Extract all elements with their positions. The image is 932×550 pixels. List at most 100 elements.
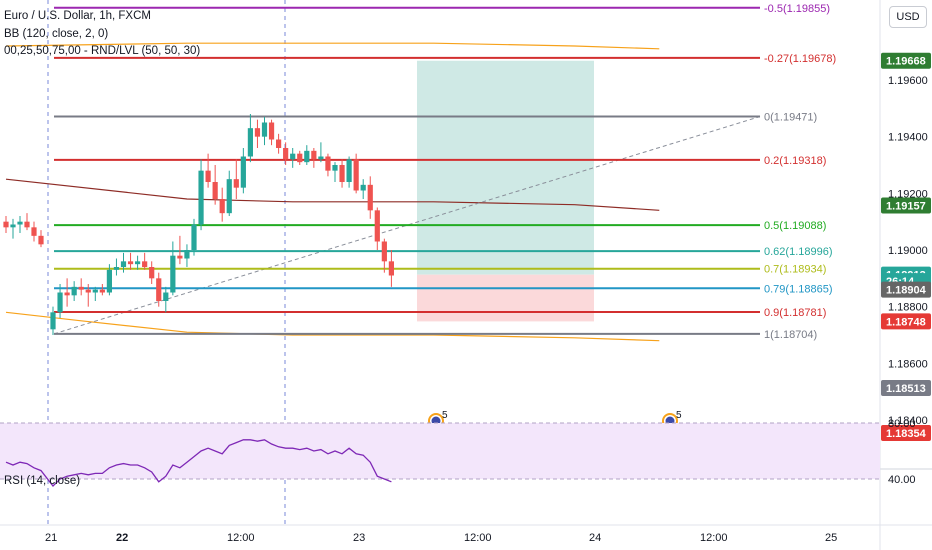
candle-body[interactable] — [367, 184, 373, 211]
price-tick-label: 1.19400 — [888, 132, 928, 144]
candle-body[interactable] — [92, 289, 98, 293]
time-tick-label: 12:00 — [700, 532, 728, 544]
fib-level-label: 0(1.19471) — [764, 112, 817, 124]
candle-body[interactable] — [360, 184, 366, 191]
price-badge — [881, 313, 931, 330]
candle-body[interactable] — [381, 241, 387, 262]
candle-body[interactable] — [3, 221, 9, 228]
candle-body[interactable] — [38, 235, 44, 245]
candle-body[interactable] — [353, 159, 359, 191]
price-tick-label: 1.18400 — [888, 415, 928, 427]
rsi-title[interactable]: RSI (14, close) — [4, 475, 81, 487]
candle-body[interactable] — [184, 250, 190, 259]
bb-basis-line — [5, 178, 660, 211]
candle-body[interactable] — [219, 199, 225, 214]
candle-body[interactable] — [156, 278, 162, 301]
price-badge-label: 1.19668 — [886, 56, 926, 68]
candle-body[interactable] — [31, 227, 37, 236]
candle-body[interactable] — [233, 179, 239, 188]
price-tick-label: 1.19600 — [888, 75, 928, 87]
candle-body[interactable] — [85, 289, 91, 293]
candle-body[interactable] — [106, 269, 112, 293]
candle-body[interactable] — [290, 153, 296, 160]
candle-body[interactable] — [311, 150, 317, 160]
price-tick-label: 1.19200 — [888, 188, 928, 200]
price-badge-label: 1.19157 — [886, 201, 926, 213]
fib-level-label: 0.9(1.18781) — [764, 307, 826, 319]
candle-body[interactable] — [268, 122, 275, 140]
candle-body[interactable] — [113, 267, 120, 270]
candle-body[interactable] — [247, 128, 253, 157]
price-badge-label: 1.18904 — [886, 285, 927, 297]
fib-level-label: -0.27(1.19678) — [764, 53, 836, 65]
bb-study-label[interactable]: BB (120, close, 2, 0) — [4, 28, 109, 40]
candle-body[interactable] — [10, 224, 16, 228]
fib-level-label: 0.2(1.19318) — [764, 155, 826, 167]
time-tick-label: 23 — [353, 532, 365, 544]
candle-body[interactable] — [78, 286, 84, 290]
candle-body[interactable] — [297, 153, 303, 163]
candle-body[interactable] — [50, 312, 56, 330]
candle-body[interactable] — [240, 156, 246, 188]
event-count-label: 5 — [442, 410, 448, 421]
symbol-title[interactable]: Euro / U.S. Dollar, 1h, FXCM — [4, 10, 151, 22]
candle-body[interactable] — [120, 261, 127, 267]
candle-body[interactable] — [261, 122, 268, 137]
fib-level-label: 0.79(1.18865) — [764, 283, 833, 295]
candle-body[interactable] — [127, 261, 134, 265]
candle-body[interactable] — [276, 139, 282, 149]
rsi-line[interactable] — [5, 439, 392, 487]
fib-level-label: 0.7(1.18934) — [764, 264, 826, 276]
rsi-tick-label: 80.00 — [888, 418, 916, 430]
price-badge-label: 1.18748 — [886, 316, 926, 328]
time-tick-label: 12:00 — [227, 532, 255, 544]
target-zone[interactable] — [417, 60, 594, 275]
candle-body[interactable] — [135, 261, 141, 265]
candle-body[interactable] — [332, 165, 338, 171]
price-badge — [881, 197, 931, 214]
candle-body[interactable] — [198, 170, 204, 225]
candle-body[interactable] — [170, 255, 176, 293]
time-tick-label: 25 — [825, 532, 837, 544]
candle-body[interactable] — [205, 170, 211, 182]
candle-body[interactable] — [304, 150, 310, 163]
candle-body[interactable] — [283, 148, 289, 160]
candle-body[interactable] — [346, 159, 352, 182]
candle-body[interactable] — [149, 267, 155, 279]
candle-body[interactable] — [163, 292, 169, 302]
price-badge-label: 1.18513 — [886, 383, 926, 395]
candle-body[interactable] — [374, 210, 380, 242]
candle-body[interactable] — [254, 128, 261, 137]
time-tick-label: 22 — [116, 532, 128, 544]
rsi-band-fill — [0, 423, 880, 479]
candle-body[interactable] — [17, 221, 23, 225]
candle-body[interactable] — [142, 261, 148, 267]
price-badge — [881, 425, 931, 442]
price-tick-label: 1.19000 — [888, 245, 928, 257]
event-count-label: 5 — [676, 410, 682, 421]
candle-body[interactable] — [318, 156, 324, 160]
fib-level-label: 1(1.18704) — [764, 329, 817, 341]
candle-body[interactable] — [57, 292, 63, 313]
candle-body[interactable] — [71, 286, 77, 296]
bb-upper-band — [5, 42, 660, 50]
price-badge — [881, 281, 931, 298]
rsi-tick-label: 40.00 — [888, 474, 916, 486]
fib-level-label: -0.5(1.19855) — [764, 3, 830, 15]
candle-body[interactable] — [325, 156, 331, 171]
candle-body[interactable] — [191, 224, 197, 251]
currency-button[interactable]: USD — [889, 6, 927, 28]
rnd-study-label[interactable]: 00,25,50,75,00 - RND/LVL (50, 50, 30) — [4, 45, 201, 57]
candle-body[interactable] — [99, 289, 105, 293]
candle-body[interactable] — [226, 179, 232, 214]
price-tick-label: 1.18800 — [888, 302, 928, 314]
candle-body[interactable] — [212, 182, 218, 199]
candle-body[interactable] — [339, 165, 345, 182]
candle-body[interactable] — [177, 255, 183, 259]
candle-body[interactable] — [64, 292, 70, 296]
price-badge — [881, 379, 931, 396]
candle-body[interactable] — [388, 261, 394, 276]
stop-zone[interactable] — [417, 274, 594, 322]
candle-body[interactable] — [24, 221, 30, 228]
